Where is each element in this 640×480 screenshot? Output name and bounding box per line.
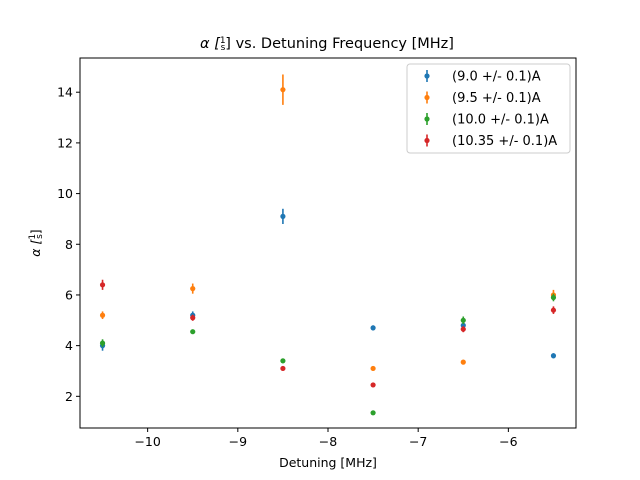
y-tick-label: 6: [65, 287, 73, 302]
legend-box: [406, 63, 571, 154]
data-point: [99, 282, 106, 288]
data-point: [370, 382, 376, 388]
data-point: [460, 317, 466, 323]
data-point: [370, 325, 376, 331]
x-tick-label: −8: [319, 434, 337, 449]
chart-title: α [1 s] vs. Detuning Frequency [MHz]: [200, 36, 454, 53]
series-3: [99, 293, 557, 416]
chart-title-frac-num: 1: [220, 36, 226, 46]
chart-title-frac-den: s: [221, 43, 226, 53]
chart-title-suffix: ] vs. Detuning Frequency [MHz]: [225, 36, 454, 52]
data-point: [99, 312, 106, 318]
legend: (9.0 +/- 0.1)A (9.5 +/- 0.1)A (10.0 +/- 0.…: [406, 63, 571, 154]
y-axis-label-frac-den: s: [35, 234, 45, 239]
x-axis-ticks: −10 −9 −8 −7 −6: [134, 428, 518, 449]
x-tick-label: −7: [409, 434, 427, 449]
data-marks: [99, 74, 557, 416]
y-tick-label: 14: [57, 85, 73, 100]
data-point: [99, 340, 106, 346]
series-4: [99, 279, 557, 388]
x-tick-label: −10: [134, 434, 160, 449]
legend-entry: (9.5 +/- 0.1)A: [424, 91, 541, 106]
y-axis-label-prefix: α [: [28, 238, 43, 256]
legend-label: (9.5 +/- 0.1)A: [452, 91, 541, 106]
data-point: [370, 410, 376, 416]
x-tick-label: −6: [499, 434, 517, 449]
data-point: [460, 326, 466, 332]
data-point: [550, 307, 557, 313]
data-point: [460, 359, 466, 365]
legend-entry: (10.0 +/- 0.1)A: [424, 113, 549, 128]
y-axis-label: α [1s]: [28, 229, 45, 256]
data-point: [280, 213, 286, 219]
data-point: [190, 329, 196, 335]
y-tick-label: 8: [65, 237, 73, 252]
y-axis-label-group: α [1s]: [28, 229, 45, 256]
y-tick-label: 2: [65, 389, 73, 404]
y-axis-label-suffix: ]: [28, 229, 43, 234]
data-point: [550, 294, 557, 301]
legend-marker: [424, 94, 430, 101]
data-point: [460, 322, 466, 328]
legend-marker: [424, 137, 430, 144]
legend-label: (10.35 +/- 0.1)A: [452, 134, 557, 149]
y-axis-ticks: 2 4 6 8 10 12 14: [57, 85, 80, 404]
chart-title-prefix: α [: [200, 36, 221, 52]
legend-entry: (10.35 +/- 0.1)A: [424, 134, 557, 149]
x-tick-label: −9: [229, 434, 247, 449]
legend-label: (10.0 +/- 0.1)A: [452, 113, 549, 128]
data-point: [280, 365, 286, 372]
legend-label: (9.0 +/- 0.1)A: [452, 70, 541, 85]
data-point: [190, 286, 196, 292]
data-point: [550, 353, 557, 359]
y-tick-label: 12: [57, 135, 73, 150]
x-axis-label: Detuning [MHz]: [279, 455, 377, 470]
legend-marker: [424, 116, 430, 122]
data-point: [190, 315, 196, 321]
y-axis-label-frac-num: 1: [28, 234, 38, 240]
data-point: [370, 365, 376, 372]
legend-marker: [424, 73, 430, 79]
legend-entry: (9.0 +/- 0.1)A: [424, 70, 541, 85]
data-point: [280, 358, 286, 364]
y-tick-label: 10: [57, 186, 73, 201]
y-tick-label: 4: [65, 338, 73, 353]
data-point: [280, 87, 286, 93]
